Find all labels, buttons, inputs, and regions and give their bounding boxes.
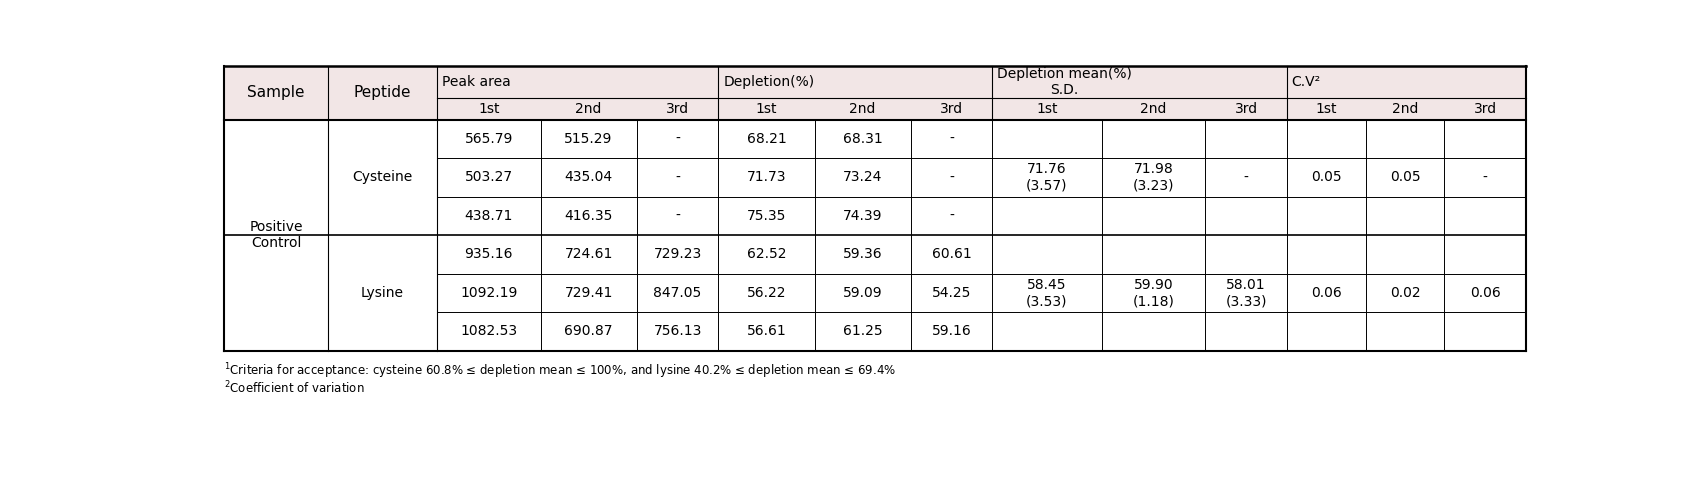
Text: 74.39: 74.39 [842,209,881,223]
Text: 2nd: 2nd [1139,102,1166,116]
Text: 1st: 1st [755,102,777,116]
Text: 729.23: 729.23 [653,248,701,261]
Text: 59.90
(1.18): 59.90 (1.18) [1132,278,1173,308]
Text: 724.61: 724.61 [564,248,612,261]
Text: $^{2}$Coefficient of variation: $^{2}$Coefficient of variation [223,380,365,397]
Text: 2nd: 2nd [1391,102,1417,116]
Text: -: - [675,132,680,146]
Bar [223,274,1526,312]
Bar [223,66,1526,98]
Text: 71.73: 71.73 [747,170,786,184]
Text: -: - [948,170,953,184]
Text: 60.61: 60.61 [931,248,970,261]
Text: Lysine: Lysine [361,286,404,300]
Text: 756.13: 756.13 [653,325,701,338]
Text: 3rd: 3rd [1234,102,1257,116]
Text: $^{1}$Criteria for acceptance: cysteine 60.8% ≤ depletion mean ≤ 100%, and lysin: $^{1}$Criteria for acceptance: cysteine … [223,361,895,381]
Bar [223,235,1526,274]
Text: 935.16: 935.16 [464,248,513,261]
Text: 3rd: 3rd [939,102,963,116]
Text: 56.22: 56.22 [747,286,786,300]
Text: 690.87: 690.87 [564,325,612,338]
Text: 0.05: 0.05 [1390,170,1420,184]
Text: Sample: Sample [247,85,305,100]
Bar [223,158,1526,197]
Text: 58.01
(3.33): 58.01 (3.33) [1224,278,1267,308]
Text: 565.79: 565.79 [464,132,513,146]
Text: 515.29: 515.29 [564,132,612,146]
Text: -: - [1482,170,1487,184]
Text: C.V²: C.V² [1291,75,1320,89]
Text: Depletion mean(%)
S.D.: Depletion mean(%) S.D. [996,67,1132,97]
Text: 847.05: 847.05 [653,286,701,300]
Text: 58.45
(3.53): 58.45 (3.53) [1026,278,1067,308]
Text: 59.16: 59.16 [931,325,970,338]
Text: 503.27: 503.27 [464,170,513,184]
Text: 68.31: 68.31 [842,132,881,146]
Text: -: - [948,132,953,146]
Text: 0.05: 0.05 [1311,170,1340,184]
Text: 1082.53: 1082.53 [460,325,517,338]
Text: 68.21: 68.21 [747,132,786,146]
Bar [223,197,1526,235]
Text: Cysteine: Cysteine [351,170,413,184]
Text: 3rd: 3rd [1473,102,1495,116]
Text: 71.98
(3.23): 71.98 (3.23) [1132,163,1173,192]
Text: 54.25: 54.25 [931,286,970,300]
Text: 61.25: 61.25 [842,325,881,338]
Text: 1092.19: 1092.19 [460,286,517,300]
Text: 0.02: 0.02 [1390,286,1420,300]
Text: 0.06: 0.06 [1309,286,1340,300]
Bar [223,312,1526,351]
Text: 2nd: 2nd [575,102,602,116]
Text: 435.04: 435.04 [564,170,612,184]
Text: 2nd: 2nd [849,102,875,116]
Text: 1st: 1st [477,102,500,116]
Text: 1st: 1st [1315,102,1337,116]
Text: 0.06: 0.06 [1470,286,1500,300]
Bar [223,120,1526,158]
Text: -: - [675,170,680,184]
Text: 62.52: 62.52 [747,248,786,261]
Text: Peak area: Peak area [442,75,510,89]
Text: -: - [1243,170,1248,184]
Text: Positive
Control: Positive Control [249,220,302,250]
Text: 1st: 1st [1035,102,1057,116]
Text: 71.76
(3.57): 71.76 (3.57) [1026,163,1067,192]
Text: 75.35: 75.35 [747,209,786,223]
Text: 438.71: 438.71 [464,209,513,223]
Text: Depletion(%): Depletion(%) [723,75,813,89]
Text: 73.24: 73.24 [842,170,881,184]
Bar [223,98,1526,120]
Text: 416.35: 416.35 [564,209,612,223]
Text: Peptide: Peptide [353,85,411,100]
Text: -: - [948,209,953,223]
Text: 59.36: 59.36 [842,248,881,261]
Text: 56.61: 56.61 [747,325,786,338]
Text: 729.41: 729.41 [564,286,612,300]
Text: 3rd: 3rd [665,102,689,116]
Text: -: - [675,209,680,223]
Text: 59.09: 59.09 [842,286,881,300]
